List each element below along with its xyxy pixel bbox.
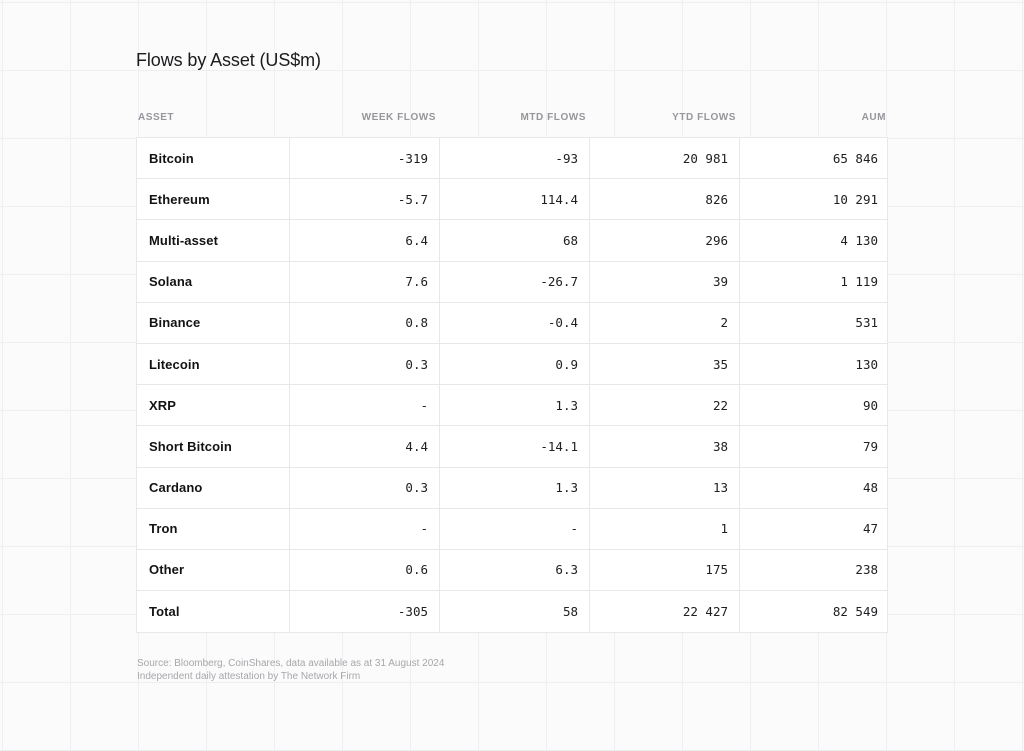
- asset-cell: Ethereum: [149, 191, 210, 207]
- ytd-flows-cell: 175: [589, 549, 739, 591]
- attestation-line: Independent daily attestation by The Net…: [137, 670, 361, 682]
- asset-cell: XRP: [149, 397, 177, 413]
- week-flows-cell: -305: [289, 591, 439, 633]
- week-flows-cell: 0.6: [289, 549, 439, 591]
- mtd-flows-cell: -: [439, 508, 589, 549]
- asset-cell: Other: [149, 562, 185, 578]
- table-header-row: ASSET WEEK FLOWS MTD FLOWS YTD FLOWS AUM: [136, 112, 888, 123]
- mtd-flows-cell: -26.7: [439, 261, 589, 302]
- aum-cell: 90: [739, 385, 889, 426]
- ytd-flows-cell: 39: [589, 261, 739, 302]
- aum-cell: 47: [739, 508, 889, 549]
- week-flows-cell: 7.6: [289, 261, 439, 302]
- asset-cell: Binance: [149, 315, 201, 331]
- aum-cell: 130: [739, 343, 889, 385]
- asset-cell: Litecoin: [149, 356, 200, 372]
- table-row-multi-asset: Multi-asset 6.4 68 296 4 130: [137, 220, 889, 262]
- week-flows-cell: -319: [289, 138, 439, 179]
- ytd-flows-cell: 13: [589, 467, 739, 508]
- mtd-flows-cell: -0.4: [439, 302, 589, 343]
- table-row-tron: Tron - - 1 47: [137, 508, 889, 550]
- table-row-solana: Solana 7.6 -26.7 39 1 119: [137, 261, 889, 303]
- asset-cell: Solana: [149, 274, 193, 290]
- ytd-flows-cell: 1: [589, 508, 739, 549]
- table-row-binance: Binance 0.8 -0.4 2 531: [137, 302, 889, 344]
- column-header-mtd-flows: MTD FLOWS: [520, 112, 586, 123]
- week-flows-cell: 0.3: [289, 343, 439, 385]
- column-header-week-flows: WEEK FLOWS: [361, 112, 436, 123]
- week-flows-cell: 4.4: [289, 426, 439, 467]
- mtd-flows-cell: 1.3: [439, 385, 589, 426]
- aum-cell: 65 846: [739, 138, 889, 179]
- column-header-asset: ASSET: [138, 112, 175, 123]
- table-row-bitcoin: Bitcoin -319 -93 20 981 65 846: [137, 138, 889, 180]
- table-row-total: Total -305 58 22 427 82 549: [137, 591, 889, 633]
- ytd-flows-cell: 22 427: [589, 591, 739, 633]
- ytd-flows-cell: 38: [589, 426, 739, 467]
- aum-cell: 238: [739, 549, 889, 591]
- asset-cell: Multi-asset: [149, 232, 219, 248]
- week-flows-cell: -: [289, 385, 439, 426]
- ytd-flows-cell: 826: [589, 179, 739, 220]
- table-row-litecoin: Litecoin 0.3 0.9 35 130: [137, 343, 889, 386]
- mtd-flows-cell: -14.1: [439, 426, 589, 467]
- column-header-ytd-flows: YTD FLOWS: [672, 112, 736, 123]
- source-footnote: Source: Bloomberg, CoinShares, data avai…: [137, 658, 444, 683]
- table-row-cardano: Cardano 0.3 1.3 13 48: [137, 467, 889, 509]
- ytd-flows-cell: 22: [589, 385, 739, 426]
- table-row-other: Other 0.6 6.3 175 238: [137, 549, 889, 592]
- aum-cell: 10 291: [739, 179, 889, 220]
- asset-cell: Total: [149, 604, 180, 620]
- aum-cell: 531: [739, 302, 889, 343]
- aum-cell: 1 119: [739, 261, 889, 302]
- column-header-aum: AUM: [861, 112, 886, 123]
- ytd-flows-cell: 35: [589, 343, 739, 385]
- asset-cell: Short Bitcoin: [149, 438, 232, 454]
- ytd-flows-cell: 20 981: [589, 138, 739, 179]
- aum-cell: 48: [739, 467, 889, 508]
- aum-cell: 4 130: [739, 220, 889, 261]
- mtd-flows-cell: 114.4: [439, 179, 589, 220]
- flows-table: Bitcoin -319 -93 20 981 65 846 Ethereum …: [136, 137, 889, 634]
- mtd-flows-cell: -93: [439, 138, 589, 179]
- ytd-flows-cell: 296: [589, 220, 739, 261]
- table-row-ethereum: Ethereum -5.7 114.4 826 10 291: [137, 179, 889, 221]
- mtd-flows-cell: 6.3: [439, 549, 589, 591]
- mtd-flows-cell: 0.9: [439, 343, 589, 385]
- week-flows-cell: -: [289, 508, 439, 549]
- aum-cell: 79: [739, 426, 889, 467]
- mtd-flows-cell: 68: [439, 220, 589, 261]
- aum-cell: 82 549: [739, 591, 889, 633]
- figure-title: Flows by Asset (US$m): [136, 50, 321, 70]
- asset-cell: Bitcoin: [149, 150, 194, 166]
- mtd-flows-cell: 58: [439, 591, 589, 633]
- source-line: Source: Bloomberg, CoinShares, data avai…: [137, 658, 445, 669]
- week-flows-cell: 0.3: [289, 467, 439, 508]
- mtd-flows-cell: 1.3: [439, 467, 589, 508]
- ytd-flows-cell: 2: [589, 302, 739, 343]
- asset-cell: Cardano: [149, 480, 203, 496]
- table-row-short-bitcoin: Short Bitcoin 4.4 -14.1 38 79: [137, 426, 889, 468]
- week-flows-cell: 6.4: [289, 220, 439, 261]
- table-row-xrp: XRP - 1.3 22 90: [137, 385, 889, 427]
- week-flows-cell: -5.7: [289, 179, 439, 220]
- week-flows-cell: 0.8: [289, 302, 439, 343]
- asset-cell: Tron: [149, 521, 178, 537]
